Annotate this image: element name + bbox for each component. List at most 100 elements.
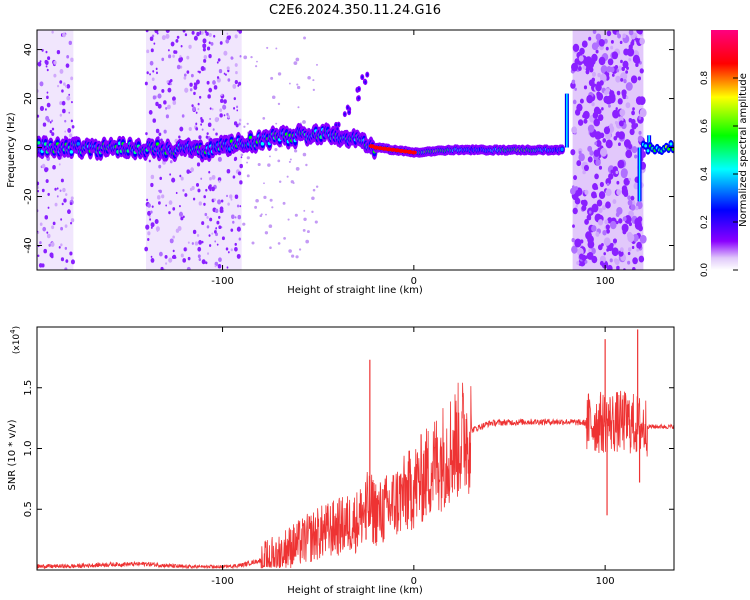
colorbar-tick-label: 0.8 bbox=[700, 71, 710, 86]
noise-dot bbox=[227, 78, 231, 82]
noise-dot bbox=[148, 215, 151, 218]
snr-y-multiplier-exponent: 4 bbox=[9, 329, 17, 334]
noise-dot bbox=[239, 163, 243, 169]
noise-dot bbox=[208, 54, 212, 59]
noise-dot bbox=[147, 238, 150, 242]
noise-dot bbox=[607, 58, 614, 66]
noise-dot bbox=[217, 58, 221, 62]
noise-dot bbox=[218, 179, 221, 183]
noise-dot bbox=[198, 70, 201, 74]
noise-dot bbox=[234, 194, 239, 199]
noise-dot bbox=[71, 100, 73, 104]
noise-dot bbox=[575, 204, 578, 208]
noise-dot bbox=[67, 209, 71, 215]
noise-dot bbox=[56, 195, 59, 198]
noise-dot bbox=[594, 194, 597, 198]
noise-dot bbox=[160, 266, 164, 270]
noise-dot bbox=[49, 129, 53, 134]
noise-dot bbox=[191, 30, 195, 35]
noise-dot bbox=[600, 242, 604, 247]
noise-dot bbox=[586, 94, 594, 104]
noise-dot bbox=[147, 210, 152, 216]
spectrogram-y-axis-label: Frequency (Hz) bbox=[6, 112, 17, 188]
noise-dot bbox=[233, 107, 236, 110]
noise-dot bbox=[636, 241, 642, 249]
noise-dot bbox=[148, 110, 153, 115]
noise-dot bbox=[572, 224, 575, 228]
noise-dot bbox=[195, 183, 200, 187]
noise-dot bbox=[45, 167, 49, 172]
noise-dot bbox=[175, 39, 179, 43]
noise-dot bbox=[246, 174, 250, 178]
noise-dot bbox=[594, 173, 599, 180]
noise-dot bbox=[199, 95, 202, 99]
noise-dot bbox=[180, 45, 183, 48]
noise-dot bbox=[620, 77, 624, 82]
noise-dot bbox=[193, 85, 198, 90]
noise-dot bbox=[205, 261, 208, 265]
noise-dot bbox=[230, 56, 234, 60]
noise-dot bbox=[169, 238, 174, 244]
noise-dot bbox=[595, 49, 599, 54]
noise-dot bbox=[52, 164, 56, 170]
noise-dot bbox=[227, 202, 230, 206]
noise-dot bbox=[294, 213, 298, 217]
noise-dot bbox=[593, 118, 600, 127]
noise-dot bbox=[604, 219, 609, 225]
noise-dot bbox=[627, 247, 632, 252]
noise-dot bbox=[158, 164, 162, 169]
noise-dot bbox=[172, 100, 177, 105]
noise-dot bbox=[606, 30, 612, 37]
noise-dot bbox=[46, 91, 49, 94]
noise-dot bbox=[632, 257, 638, 265]
noise-dot bbox=[150, 258, 155, 263]
colorbar-tick-label: 0.0 bbox=[700, 263, 710, 278]
noise-dot bbox=[292, 181, 295, 184]
noise-dot bbox=[218, 257, 222, 263]
noise-dot bbox=[217, 263, 222, 269]
snr-series-line bbox=[37, 382, 674, 570]
noise-dot bbox=[605, 88, 611, 95]
noise-dot bbox=[209, 107, 212, 110]
noise-dot bbox=[200, 117, 203, 121]
noise-dot bbox=[157, 201, 161, 205]
noise-dot bbox=[53, 73, 57, 78]
noise-dot bbox=[219, 41, 223, 45]
noise-dot bbox=[585, 69, 590, 75]
spectrogram-x-ticks: -100 0 100 bbox=[211, 30, 615, 287]
noise-dot bbox=[39, 241, 42, 245]
noise-dot bbox=[173, 50, 177, 54]
ridge-core bbox=[37, 141, 41, 145]
noise-dot bbox=[282, 201, 286, 205]
noise-dot bbox=[592, 30, 597, 35]
noise-dot bbox=[638, 116, 642, 120]
noise-dot bbox=[183, 247, 187, 252]
noise-dot bbox=[615, 220, 619, 225]
noise-dot bbox=[595, 33, 602, 41]
noise-dot bbox=[574, 238, 582, 248]
noise-dot bbox=[597, 72, 601, 78]
noise-dot bbox=[43, 248, 48, 254]
noise-dot bbox=[625, 102, 631, 109]
noise-dot bbox=[571, 79, 576, 85]
noise-dot bbox=[144, 81, 148, 86]
noise-dot bbox=[582, 65, 587, 70]
noise-dot bbox=[609, 90, 615, 97]
spectrogram-plot-area bbox=[37, 30, 674, 270]
branch-core bbox=[357, 96, 360, 100]
noise-dot bbox=[621, 89, 627, 96]
noise-dot bbox=[202, 38, 207, 44]
noise-dot bbox=[625, 95, 629, 100]
noise-dot bbox=[68, 93, 71, 96]
y-tick-label: 40 bbox=[23, 43, 34, 56]
noise-dot bbox=[214, 240, 217, 243]
noise-dot bbox=[203, 55, 208, 60]
noise-dot bbox=[603, 252, 606, 256]
ridge-peak bbox=[410, 150, 417, 155]
noise-dot bbox=[577, 119, 584, 126]
noise-dot bbox=[302, 152, 307, 157]
noise-dot bbox=[576, 103, 583, 112]
noise-dot bbox=[596, 199, 603, 207]
noise-dot bbox=[611, 51, 619, 60]
noise-dot bbox=[46, 95, 49, 100]
